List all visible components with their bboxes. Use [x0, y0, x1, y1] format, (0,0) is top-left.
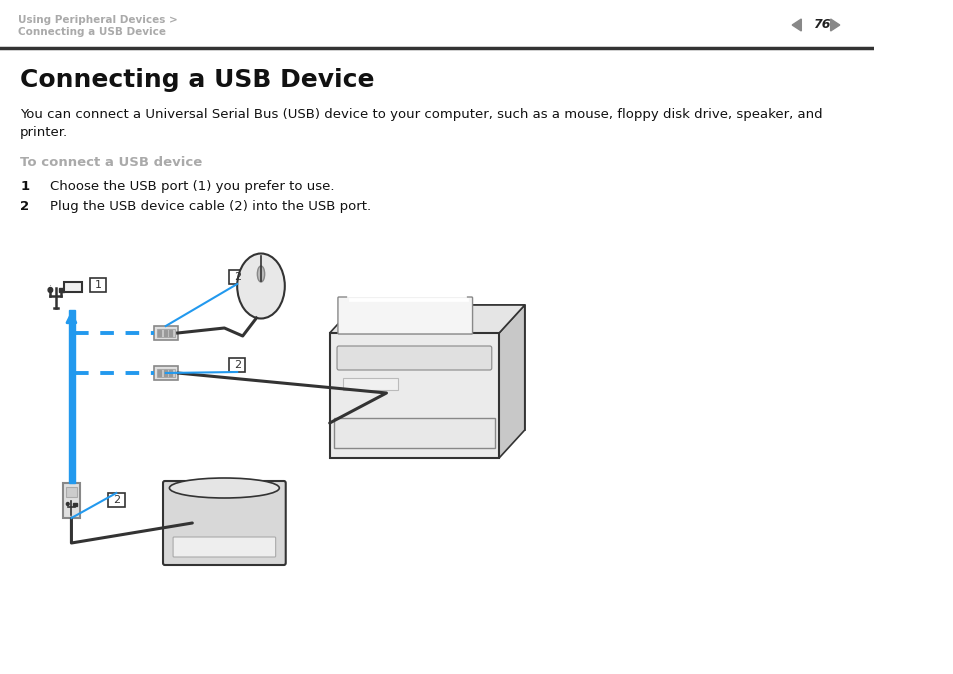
Text: 1: 1	[20, 180, 30, 193]
FancyBboxPatch shape	[156, 329, 174, 337]
Text: Plug the USB device cable (2) into the USB port.: Plug the USB device cable (2) into the U…	[51, 200, 371, 213]
Text: Connecting a USB Device: Connecting a USB Device	[18, 27, 166, 37]
Polygon shape	[791, 19, 801, 31]
FancyBboxPatch shape	[108, 493, 125, 507]
Text: 1: 1	[94, 280, 101, 290]
Circle shape	[48, 288, 52, 293]
FancyBboxPatch shape	[153, 326, 177, 340]
FancyBboxPatch shape	[343, 378, 398, 390]
Bar	[73, 503, 77, 506]
FancyBboxPatch shape	[172, 537, 275, 557]
Bar	[164, 330, 167, 336]
FancyBboxPatch shape	[330, 333, 498, 458]
Polygon shape	[330, 305, 524, 333]
Bar	[164, 370, 167, 376]
Text: 2: 2	[20, 200, 30, 213]
FancyBboxPatch shape	[163, 481, 286, 565]
Text: Choose the USB port (1) you prefer to use.: Choose the USB port (1) you prefer to us…	[51, 180, 335, 193]
Bar	[58, 288, 64, 292]
FancyBboxPatch shape	[337, 297, 472, 334]
Ellipse shape	[237, 253, 285, 319]
Polygon shape	[498, 305, 524, 458]
FancyBboxPatch shape	[90, 278, 106, 292]
FancyBboxPatch shape	[156, 369, 174, 377]
FancyBboxPatch shape	[336, 346, 491, 370]
Text: 2: 2	[112, 495, 120, 505]
FancyBboxPatch shape	[229, 270, 245, 284]
Text: 76: 76	[812, 18, 829, 32]
Circle shape	[67, 503, 69, 506]
Polygon shape	[830, 19, 839, 31]
Bar	[345, 290, 464, 293]
Text: 2: 2	[233, 272, 240, 282]
Bar	[347, 294, 466, 297]
Text: You can connect a Universal Serial Bus (USB) device to your computer, such as a : You can connect a Universal Serial Bus (…	[20, 108, 821, 139]
Bar	[158, 330, 161, 336]
FancyBboxPatch shape	[66, 487, 77, 497]
Ellipse shape	[170, 478, 279, 498]
Text: 2: 2	[233, 360, 240, 370]
Polygon shape	[355, 305, 524, 430]
Bar	[343, 286, 462, 289]
Text: Connecting a USB Device: Connecting a USB Device	[20, 68, 375, 92]
Bar	[170, 370, 172, 376]
Text: To connect a USB device: To connect a USB device	[20, 156, 202, 169]
Ellipse shape	[257, 266, 264, 282]
Bar	[349, 298, 468, 301]
FancyBboxPatch shape	[334, 418, 494, 448]
FancyBboxPatch shape	[229, 358, 245, 372]
FancyBboxPatch shape	[64, 282, 82, 292]
Bar	[158, 370, 161, 376]
Text: Using Peripheral Devices >: Using Peripheral Devices >	[18, 15, 178, 25]
FancyBboxPatch shape	[63, 483, 80, 518]
FancyBboxPatch shape	[153, 366, 177, 380]
Bar	[170, 330, 172, 336]
Bar	[69, 310, 75, 483]
